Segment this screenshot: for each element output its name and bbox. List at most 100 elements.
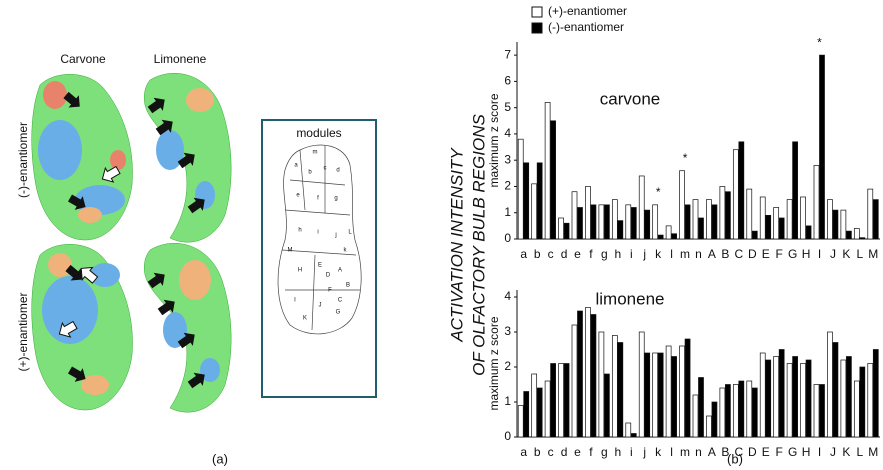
x-tick-label: m: [680, 445, 690, 459]
modules-map: [277, 144, 362, 335]
bar: [859, 237, 866, 240]
legend-label: (-)-enantiomer: [548, 20, 624, 34]
x-tick-label: A: [708, 445, 716, 459]
x-tick-label: k: [655, 247, 662, 261]
x-tick-label: n: [695, 445, 702, 459]
bar: [625, 204, 632, 240]
module-letter: a: [294, 163, 298, 169]
map: [31, 73, 134, 241]
annotation: *: [656, 185, 661, 199]
x-tick-label: l: [670, 247, 673, 261]
activation-maps: [31, 72, 232, 413]
bar: [725, 384, 731, 438]
x-tick-label: b: [534, 445, 541, 459]
bar: [846, 230, 852, 240]
y-tick-label: 1: [504, 394, 511, 408]
bar: [872, 349, 879, 438]
bar: [832, 209, 839, 240]
y-tick-label: 4: [504, 289, 511, 303]
bar: [706, 415, 712, 438]
x-tick-label: m: [680, 247, 690, 261]
x-tick-label: h: [614, 247, 621, 261]
figure-y-label: ACTIVATION INTENSITY: [447, 147, 466, 343]
bar: [665, 225, 672, 240]
x-tick-label: c: [548, 247, 554, 261]
bar: [746, 188, 753, 240]
bar: [800, 196, 806, 240]
bar: [732, 384, 739, 438]
bar: [792, 141, 798, 240]
bar: [732, 149, 739, 240]
x-tick-label: J: [830, 247, 836, 261]
row-label: (-)-enantiomer: [16, 122, 30, 198]
y-tick-label: 3: [504, 152, 511, 166]
bar: [679, 170, 685, 240]
module-letter: j: [334, 233, 336, 239]
module-letter: e: [296, 193, 300, 199]
bar: [751, 387, 758, 438]
x-tick-label: I: [818, 445, 821, 459]
y-tick-label: 0: [504, 231, 511, 245]
bar: [577, 310, 583, 438]
x-tick-label: E: [762, 445, 770, 459]
module-letter: b: [308, 170, 312, 176]
legend-swatch: [531, 6, 543, 18]
x-tick-label: e: [574, 445, 581, 459]
x-tick-label: f: [589, 445, 593, 459]
x-tick-label: i: [630, 247, 633, 261]
module-letter: g: [334, 196, 337, 202]
module-letter: F: [328, 288, 332, 294]
bar: [719, 387, 726, 438]
bar: [585, 307, 591, 438]
module-letter: d: [336, 168, 339, 174]
x-tick-label: K: [842, 247, 850, 261]
bar: [558, 217, 564, 240]
x-tick-label: M: [868, 247, 878, 261]
bar: [698, 217, 704, 240]
y-tick-label: 7: [504, 47, 511, 61]
x-tick-label: l: [670, 445, 673, 459]
bar: [832, 342, 839, 438]
module-letter: J: [319, 303, 322, 309]
x-tick-label: f: [589, 247, 593, 261]
bar: [598, 331, 605, 438]
bar: [657, 234, 664, 240]
bar: [523, 162, 530, 240]
bar: [853, 380, 860, 438]
bar: [536, 387, 543, 438]
annotation: *: [683, 151, 688, 165]
bar: [563, 363, 570, 438]
x-tick-label: D: [748, 445, 757, 459]
x-tick-label: h: [614, 445, 621, 459]
x-tick-label: a: [520, 445, 527, 459]
module-letter: H: [298, 268, 302, 274]
y-tick-label: 0: [504, 429, 511, 443]
x-tick-label: j: [642, 445, 646, 459]
x-tick-label: I: [818, 247, 821, 261]
panel-caption: (b): [727, 451, 743, 466]
x-tick-label: b: [534, 247, 541, 261]
bar: [523, 391, 530, 438]
bar: [759, 352, 766, 438]
bar: [679, 345, 685, 438]
bar: [759, 196, 766, 240]
module-letter: D: [326, 273, 331, 279]
module-letter: L: [348, 230, 352, 236]
bar: [813, 384, 820, 438]
y-tick-label: 6: [504, 74, 511, 88]
bar: [846, 356, 852, 438]
x-tick-label: B: [721, 445, 729, 459]
bar: [671, 356, 677, 438]
bar: [652, 204, 659, 240]
bar: [611, 199, 618, 240]
bar: [625, 422, 632, 438]
bar: [604, 204, 610, 240]
bar: [652, 352, 659, 438]
bar: [800, 363, 806, 438]
x-tick-label: e: [574, 247, 581, 261]
module-letter: M: [288, 248, 293, 254]
bar: [684, 338, 691, 438]
y-tick-label: 2: [504, 359, 511, 373]
bar: [840, 359, 847, 438]
module-letter: f: [317, 196, 319, 202]
